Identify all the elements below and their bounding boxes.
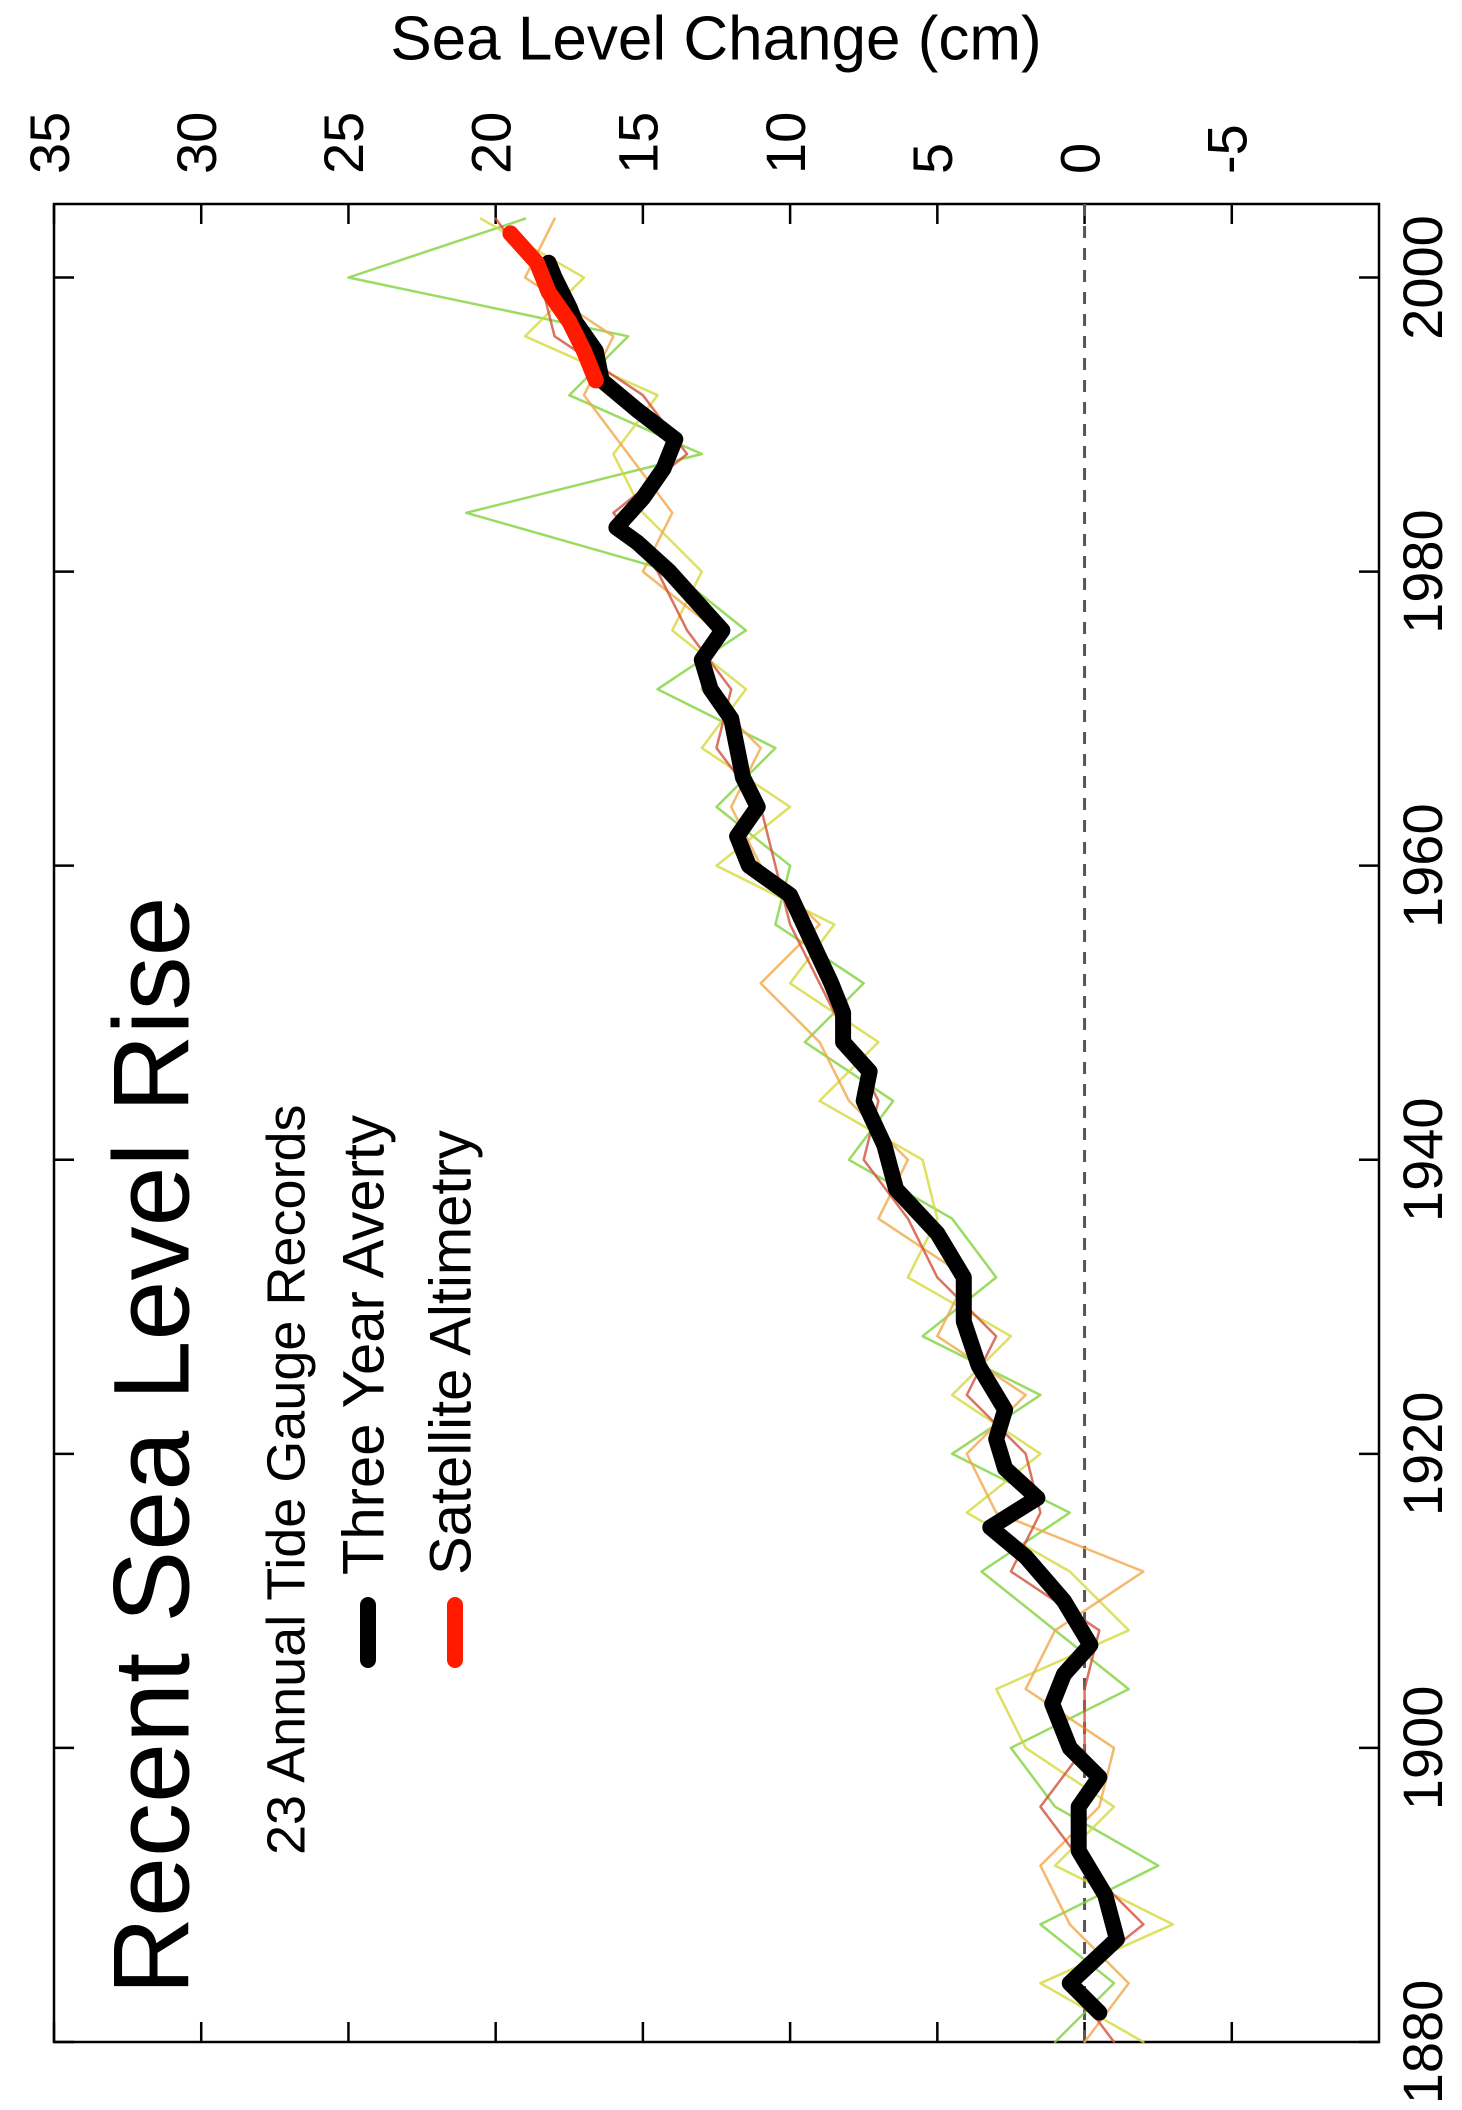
y-tick-label: 20	[459, 112, 522, 174]
plot-frame	[52, 202, 1381, 2044]
x-tick-label: 1940	[1391, 1097, 1454, 1222]
y-tick-label: 35	[18, 112, 81, 174]
y-tick-label: 0	[1048, 143, 1111, 174]
x-tick-label: 2000	[1391, 215, 1454, 340]
y-tick-label: 25	[312, 112, 375, 174]
rotated-chart: Recent Sea Level Rise 23 Annual Tide Gau…	[18, 4, 1454, 2104]
x-tick-label: 1920	[1391, 1392, 1454, 1517]
x-tick-label: 1960	[1391, 803, 1454, 928]
y-tick-label: 15	[607, 112, 670, 174]
x-tick-label: 1980	[1391, 509, 1454, 634]
y-tick-label: 30	[165, 112, 228, 174]
y-tick-label: 10	[754, 112, 817, 174]
legend-label: Three Year Averty	[331, 1115, 396, 1575]
gauge-record-line	[494, 217, 1145, 2044]
gauge-record-line	[523, 217, 1145, 2044]
series-line	[540, 254, 1125, 2021]
legend-label: Satellite Altimetry	[418, 1130, 483, 1575]
y-axis-label: Sea Level Change (cm)	[390, 4, 1041, 73]
x-tick-label: 1900	[1391, 1686, 1454, 1811]
x-tick-label: 1880	[1391, 1980, 1454, 2105]
chart-subtitle: 23 Annual Tide Gauge Records	[256, 1104, 316, 1855]
series-line	[502, 225, 604, 389]
y-tick-label: 5	[901, 143, 964, 174]
chart-title: Recent Sea Level Rise	[91, 896, 212, 1995]
y-tick-label: -5	[1196, 124, 1259, 174]
